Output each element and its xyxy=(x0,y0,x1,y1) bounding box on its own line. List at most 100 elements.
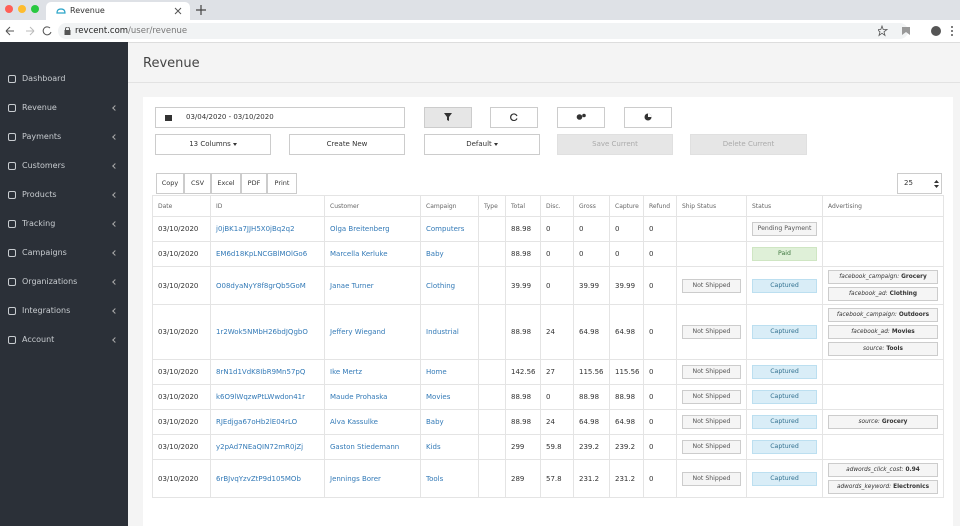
campaign-link[interactable]: Clothing xyxy=(426,281,456,290)
disc-cell: 0 xyxy=(540,216,574,242)
customer-link[interactable]: Marcella Kerluke xyxy=(330,250,388,258)
campaign-link[interactable]: Computers xyxy=(426,225,465,233)
disc-cell: 24 xyxy=(540,409,574,435)
preset-dropdown[interactable]: Default xyxy=(424,134,540,155)
order-id-link[interactable]: 1r2Wok5NMbH26bdJQgbO xyxy=(216,328,308,336)
customer-link[interactable]: Janae Turner xyxy=(330,281,374,290)
customer-link[interactable]: Gaston Stiedemann xyxy=(330,443,400,451)
column-header[interactable]: Campaign xyxy=(420,195,479,217)
id-cell: y2pAd7NEaQIN72mR0jZj xyxy=(210,434,325,460)
capture-cell: 39.99 xyxy=(609,266,644,305)
customer-link[interactable]: Ike Mertz xyxy=(330,368,363,376)
sidebar-item[interactable]: Campaigns xyxy=(0,243,128,263)
export-button[interactable]: CSV xyxy=(184,173,211,194)
ship-status-badge: Not Shipped xyxy=(682,365,741,379)
column-header[interactable]: ID xyxy=(210,195,325,217)
column-header[interactable]: Type xyxy=(478,195,506,217)
ship-status-badge: Not Shipped xyxy=(682,278,741,293)
pie-icon xyxy=(644,113,652,121)
customer-link[interactable]: Alva Kassulke xyxy=(330,418,378,426)
table-row: 03/10/2020 j0jBK1a7JJH5X0jBq2q2 Olga Breit… xyxy=(152,216,944,242)
columns-dropdown[interactable]: 13 Columns xyxy=(155,134,271,155)
column-header[interactable]: Ship Status xyxy=(676,195,747,217)
column-header[interactable]: Advertising xyxy=(822,195,944,217)
browser-icons[interactable] xyxy=(878,25,958,37)
chart-button[interactable] xyxy=(624,107,672,128)
campaign-link[interactable]: Baby xyxy=(426,418,444,426)
advertising-tag: adwords_click_cost: 0.94 xyxy=(828,463,938,477)
total-cell: 142.56 xyxy=(505,359,541,385)
filter-button[interactable] xyxy=(424,107,472,128)
column-header[interactable]: Total xyxy=(505,195,541,217)
sidebar-item[interactable]: Tracking xyxy=(0,214,128,234)
column-header[interactable]: Date xyxy=(152,195,211,217)
export-button[interactable]: Copy xyxy=(156,173,184,194)
sidebar-icon xyxy=(8,307,16,315)
capture-cell: 115.56 xyxy=(609,359,644,385)
type-cell xyxy=(478,216,506,242)
campaign-link[interactable]: Movies xyxy=(426,393,451,401)
column-header[interactable]: Status xyxy=(746,195,823,217)
sidebar-item[interactable]: Customers xyxy=(0,156,128,176)
column-header[interactable]: Customer xyxy=(324,195,421,217)
sidebar-item[interactable]: Organizations xyxy=(0,272,128,292)
capture-cell: 64.98 xyxy=(609,304,644,360)
export-button[interactable]: PDF xyxy=(241,173,267,194)
column-header[interactable]: Capture xyxy=(609,195,644,217)
order-id-link[interactable]: RJEdjga67oHb2lE04rLO xyxy=(216,418,298,426)
campaign-link[interactable]: Tools xyxy=(426,474,444,483)
nav-buttons[interactable] xyxy=(4,25,54,37)
window-controls[interactable] xyxy=(4,4,44,14)
order-id-link[interactable]: O08dyaNyY8f8grQb5GoM xyxy=(216,281,306,290)
capture-cell: 231.2 xyxy=(609,459,644,498)
export-button[interactable]: Print xyxy=(267,173,297,194)
order-id-link[interactable]: 8rN1d1VdK8IbR9Mn57pQ xyxy=(216,368,306,376)
create-button[interactable]: Create New xyxy=(289,134,405,155)
date-cell: 03/10/2020 xyxy=(152,409,211,435)
campaign-link[interactable]: Baby xyxy=(426,250,444,258)
total-cell: 39.99 xyxy=(505,266,541,305)
sidebar-label: Products xyxy=(22,190,57,199)
campaign-link[interactable]: Home xyxy=(426,368,447,376)
sidebar-item[interactable]: Dashboard xyxy=(0,69,128,89)
column-header[interactable]: Gross xyxy=(573,195,610,217)
campaign-link[interactable]: Kids xyxy=(426,443,441,451)
sidebar-item[interactable]: Integrations xyxy=(0,301,128,321)
sidebar-item[interactable]: Account xyxy=(0,330,128,350)
campaign-link[interactable]: Industrial xyxy=(426,328,459,336)
sidebar-item[interactable]: Revenue xyxy=(0,98,128,118)
tab-close[interactable] xyxy=(174,7,182,15)
order-id-link[interactable]: k6O9lWqzwPtLWwdon41r xyxy=(216,393,305,401)
customer-cell: Gaston Stiedemann xyxy=(324,434,421,460)
settings-button[interactable] xyxy=(557,107,605,128)
order-id-link[interactable]: y2pAd7NEaQIN72mR0jZj xyxy=(216,443,304,451)
sidebar-icon xyxy=(8,133,16,141)
sidebar-item[interactable]: Payments xyxy=(0,127,128,147)
customer-link[interactable]: Maude Prohaska xyxy=(330,393,388,401)
total-cell: 88.98 xyxy=(505,304,541,360)
column-header[interactable]: Refund xyxy=(643,195,677,217)
browser-tab[interactable]: Revenue xyxy=(46,2,190,20)
customer-link[interactable]: Jennings Borer xyxy=(330,474,381,483)
order-id-link[interactable]: 6rBJvqYzvZtP9d105MOb xyxy=(216,474,301,483)
type-cell xyxy=(478,434,506,460)
gross-cell: 88.98 xyxy=(573,384,610,410)
sidebar-item[interactable]: Products xyxy=(0,185,128,205)
column-header[interactable]: Disc. xyxy=(540,195,574,217)
new-tab[interactable] xyxy=(196,5,206,15)
settings-icon xyxy=(576,113,586,120)
export-button[interactable]: Excel xyxy=(211,173,241,194)
order-id-link[interactable]: EM6d18KpLNCGBlMOlGo6 xyxy=(216,250,308,258)
date-range-input[interactable]: 03/04/2020 - 03/10/2020 xyxy=(155,107,405,128)
page-size-select[interactable]: 25 xyxy=(897,173,942,194)
customer-link[interactable]: Jeffery Wiegand xyxy=(330,328,386,336)
customer-link[interactable]: Olga Breitenberg xyxy=(330,225,390,233)
status-cell: Paid xyxy=(746,241,823,267)
order-id-link[interactable]: j0jBK1a7JJH5X0jBq2q2 xyxy=(216,225,295,233)
customer-cell: Alva Kassulke xyxy=(324,409,421,435)
refresh-button[interactable] xyxy=(490,107,538,128)
total-cell: 88.98 xyxy=(505,409,541,435)
status-badge: Paid xyxy=(752,247,817,261)
advertising-tag: adwords_keyword: Electronics xyxy=(828,480,938,494)
url-field[interactable]: revcent.com/user/revenue xyxy=(58,23,908,39)
